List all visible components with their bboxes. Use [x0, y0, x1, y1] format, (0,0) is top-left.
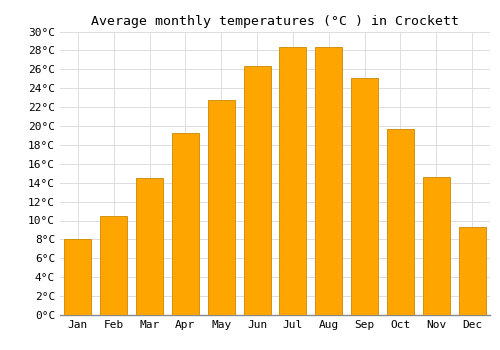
- Bar: [208, 100, 234, 315]
- Bar: [458, 227, 485, 315]
- Bar: [351, 78, 378, 315]
- Bar: [280, 47, 306, 315]
- Bar: [387, 129, 414, 315]
- Bar: [136, 178, 163, 315]
- Bar: [100, 216, 127, 315]
- Bar: [244, 66, 270, 315]
- Bar: [423, 177, 450, 315]
- Bar: [172, 133, 199, 315]
- Title: Average monthly temperatures (°C ) in Crockett: Average monthly temperatures (°C ) in Cr…: [91, 15, 459, 28]
- Bar: [316, 47, 342, 315]
- Bar: [64, 239, 92, 315]
